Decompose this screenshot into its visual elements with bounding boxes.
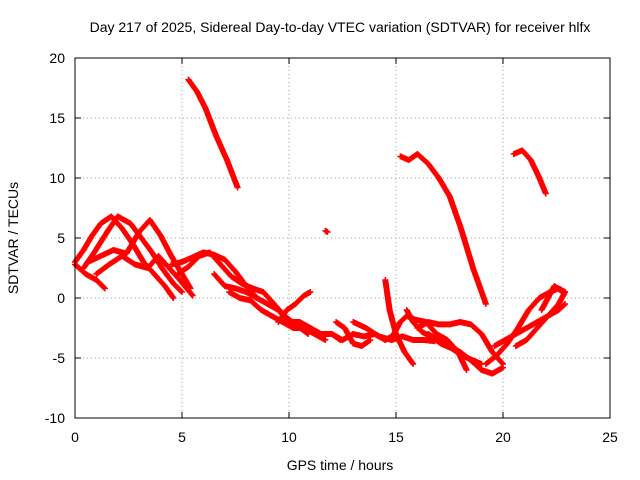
data-point-trail [350, 319, 438, 345]
series-arc-14 [275, 289, 314, 325]
y-tick-label: 5 [57, 230, 65, 246]
grid-lines [75, 58, 610, 418]
chart-title: Day 217 of 2025, Sidereal Day-to-day VTE… [90, 19, 591, 35]
series-arc-2 [397, 151, 489, 307]
y-tick-label: -10 [45, 410, 65, 426]
series-arc-4 [322, 227, 331, 235]
data-points [72, 76, 569, 377]
series-arc-16 [333, 319, 374, 349]
x-tick-label: 20 [495, 429, 511, 445]
series-arc-26 [538, 283, 566, 313]
data-point-trail [512, 289, 569, 349]
data-point-trail [185, 76, 241, 191]
x-axis-label: GPS time / hours [287, 457, 394, 473]
data-point-trail [538, 283, 566, 313]
y-axis-label: SDTVAR / TECUs [5, 182, 21, 294]
series-arc-22 [425, 331, 506, 377]
x-tick-label: 5 [178, 429, 186, 445]
y-tick-label: -5 [53, 350, 66, 366]
x-tick-label: 15 [388, 429, 404, 445]
series-arc-3 [510, 147, 549, 197]
y-tick-label: 15 [49, 110, 65, 126]
data-point-trail [275, 289, 314, 325]
data-point-trail [397, 151, 489, 307]
data-point-trail [333, 319, 374, 349]
x-tick-label: 25 [602, 429, 618, 445]
x-tick-label: 10 [281, 429, 297, 445]
series-arc-1 [185, 76, 241, 191]
data-point-trail [93, 253, 196, 299]
data-point-trail [425, 331, 506, 377]
data-point-trail [322, 227, 331, 235]
axis-ticks: 0 5 10 15 20 25 -10 -5 0 5 10 15 20 [45, 50, 618, 445]
y-tick-label: 10 [49, 170, 65, 186]
series-arc-18 [350, 319, 438, 345]
y-tick-label: 20 [49, 50, 65, 66]
series-arc-25 [512, 289, 569, 349]
series-arc-9 [93, 253, 196, 299]
y-tick-label: 0 [57, 290, 65, 306]
data-point-trail [510, 147, 549, 197]
x-tick-label: 0 [71, 429, 79, 445]
